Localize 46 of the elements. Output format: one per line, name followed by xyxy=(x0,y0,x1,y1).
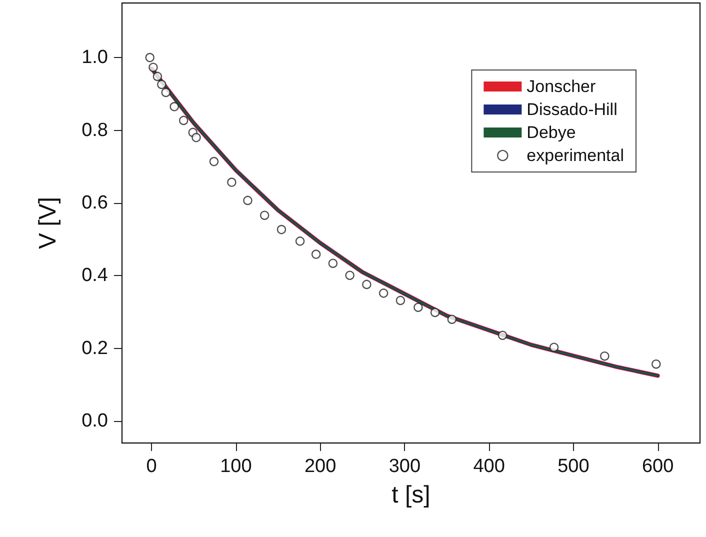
point xyxy=(311,250,321,259)
y-tick-label: 0.0 xyxy=(82,410,108,432)
x-axis-title: t [s] xyxy=(392,482,430,508)
point xyxy=(396,296,406,306)
point xyxy=(152,72,162,82)
point xyxy=(378,288,388,298)
y-tick-label: 0.4 xyxy=(82,265,108,286)
x-tick-label: 0 xyxy=(146,456,157,477)
legend-label: Jonscher xyxy=(526,77,596,96)
point xyxy=(414,302,423,312)
point xyxy=(345,270,354,280)
x-tick-label: 100 xyxy=(220,456,252,477)
point xyxy=(148,62,158,72)
x-tick-label: 300 xyxy=(388,456,421,477)
point xyxy=(430,308,440,318)
point xyxy=(652,359,661,369)
point xyxy=(179,116,188,126)
point xyxy=(600,351,610,361)
point xyxy=(295,236,305,246)
point xyxy=(192,132,201,142)
point xyxy=(209,156,219,166)
y-tick-label: 1.0 xyxy=(82,47,108,68)
x-tick-label: 500 xyxy=(558,456,590,477)
point xyxy=(447,314,457,324)
point xyxy=(243,196,252,206)
y-tick-label: 0.2 xyxy=(82,338,108,359)
point xyxy=(328,258,338,268)
legend-label: Dissado-Hill xyxy=(526,100,618,119)
y-tick-label: 0.8 xyxy=(82,120,108,141)
y-axis-title: V [V] xyxy=(34,196,62,250)
legend-label: Debye xyxy=(526,123,576,142)
point xyxy=(157,80,166,90)
legend-label: experimental xyxy=(526,146,624,165)
point xyxy=(498,330,508,340)
point xyxy=(276,224,286,234)
x-tick-label: 200 xyxy=(304,456,336,477)
x-tick-label: 600 xyxy=(642,456,674,477)
point xyxy=(161,88,170,98)
point xyxy=(170,102,179,112)
y-tick-label: 0.6 xyxy=(82,192,108,214)
point xyxy=(227,178,236,187)
point xyxy=(145,52,154,62)
point xyxy=(260,210,270,220)
x-tick-label: 400 xyxy=(473,456,505,477)
point xyxy=(549,342,559,352)
point xyxy=(362,280,372,290)
